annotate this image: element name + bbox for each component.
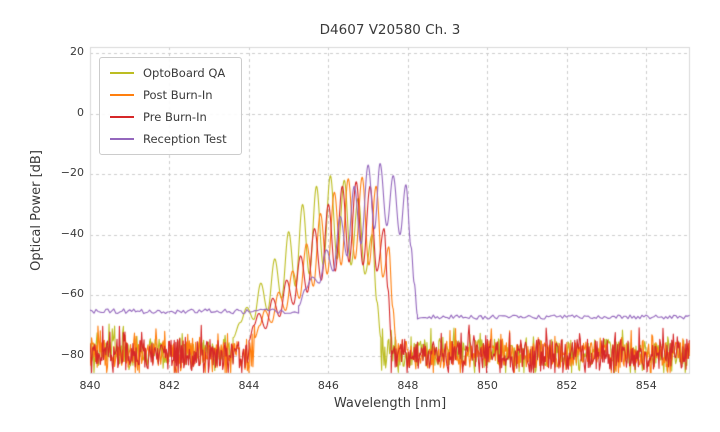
y-tick-label: −60 [60, 287, 84, 301]
x-tick-label: 854 [635, 379, 657, 392]
legend-swatch-optoboard-qa [110, 72, 134, 74]
legend: OptoBoard QA Post Burn-In Pre Burn-In Re… [99, 57, 242, 155]
legend-swatch-post-burn-in [110, 94, 134, 96]
legend-label-reception-test: Reception Test [143, 132, 227, 146]
x-tick-label: 850 [476, 379, 498, 392]
x-tick-label: 844 [238, 379, 260, 392]
legend-swatch-pre-burn-in [110, 116, 134, 118]
x-tick-label: 846 [317, 379, 339, 392]
y-tick-label: 0 [77, 105, 84, 119]
legend-swatch-reception-test [110, 138, 134, 140]
y-tick-label: −80 [60, 347, 84, 361]
legend-label-optoboard-qa: OptoBoard QA [143, 66, 226, 80]
legend-item-post-burn-in: Post Burn-In [110, 88, 227, 102]
x-tick-label: 848 [397, 379, 419, 392]
y-tick-label: 20 [70, 45, 84, 59]
legend-item-optoboard-qa: OptoBoard QA [110, 66, 227, 80]
y-tick-label: −40 [60, 226, 84, 240]
legend-item-pre-burn-in: Pre Burn-In [110, 110, 227, 124]
x-tick-label: 842 [158, 379, 180, 392]
legend-item-reception-test: Reception Test [110, 132, 227, 146]
chart-title: D4607 V20580 Ch. 3 [319, 22, 461, 38]
x-tick-label: 852 [556, 379, 578, 392]
legend-label-pre-burn-in: Pre Burn-In [143, 110, 207, 124]
y-axis-label: Optical Power [dB] [28, 150, 44, 271]
x-axis-label: Wavelength [nm] [333, 396, 447, 411]
legend-label-post-burn-in: Post Burn-In [143, 88, 213, 102]
y-tick-label: −20 [60, 166, 84, 180]
y-axis-label-wrap: Optical Power [dB] [22, 47, 50, 374]
x-tick-label: 840 [79, 379, 101, 392]
